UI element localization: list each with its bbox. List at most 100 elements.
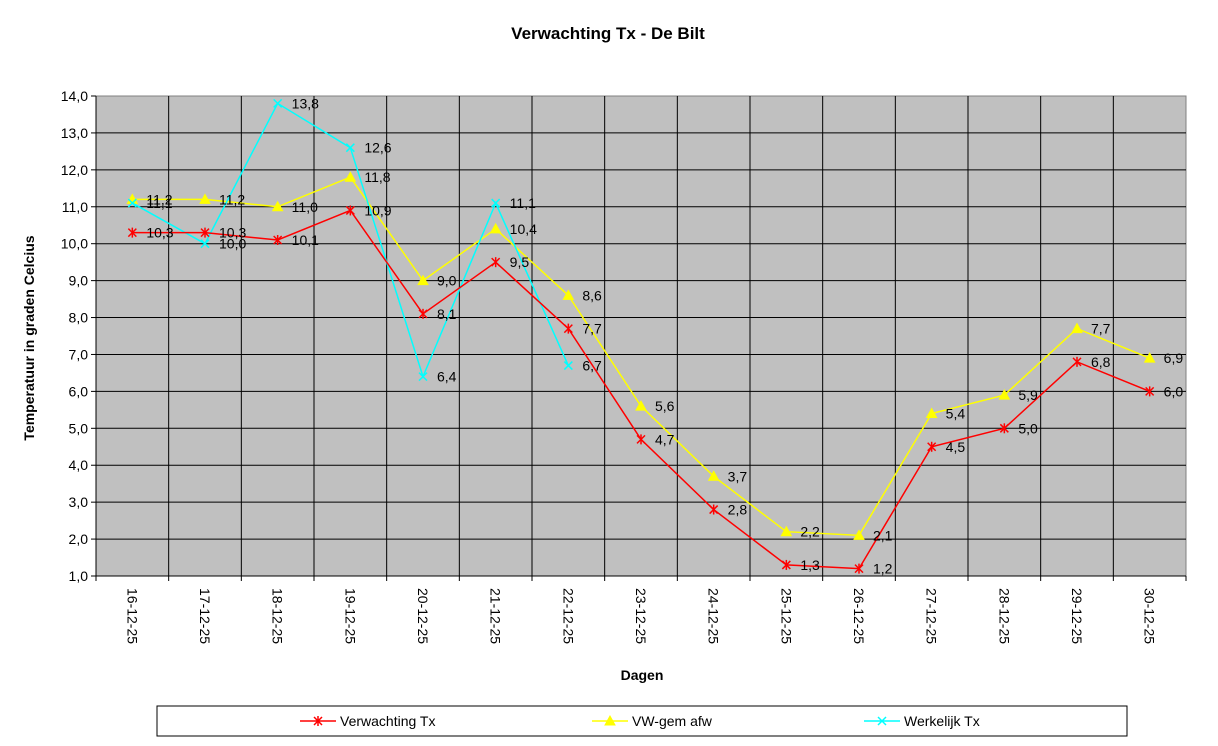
data-label: 10,3 [146,225,173,241]
y-tick-label: 2,0 [69,531,89,547]
legend-label: VW-gem afw [632,713,713,729]
gridlines [95,96,1186,577]
marker-stroke [877,716,887,726]
data-label: 8,1 [437,306,457,322]
x-tick-label: 27-12-25 [924,588,940,644]
x-tick-label: 20-12-25 [415,588,431,644]
legend: Verwachting Tx VW-gem afw Werkelijk Tx [300,713,980,729]
marker-stroke [563,361,573,371]
x-tick-label: 29-12-25 [1069,588,1085,644]
asterisk-marker [709,504,719,515]
legend-label: Werkelijk Tx [904,713,980,729]
y-tick-label: 1,0 [69,568,89,584]
triangle-marker [562,289,575,300]
asterisk-marker [418,308,428,319]
triangle-marker [417,274,429,286]
data-label: 11,1 [510,195,536,211]
data-label: 10,1 [292,232,319,248]
y-tick-label: 12,0 [61,162,88,178]
y-tick-label: 4,0 [69,457,89,473]
data-label: 10,4 [510,221,537,237]
x-tick-label: 22-12-25 [560,588,576,644]
data-label: 6,4 [437,369,457,385]
x-marker [127,198,137,208]
asterisk-marker [200,227,210,238]
x-tick-label: 18-12-25 [270,588,286,644]
triangle-marker [925,407,938,419]
asterisk-marker [781,559,791,570]
marker-stroke [127,198,137,208]
asterisk-marker [563,323,573,334]
chart-title: Verwachting Tx - De Bilt [511,24,705,43]
data-label: 6,9 [1164,350,1184,366]
data-label: 1,3 [800,557,820,573]
x-tick-label: 26-12-25 [851,588,867,644]
x-marker [877,716,887,726]
x-axis-title: Dagen [621,667,664,683]
data-label: 6,7 [582,358,602,374]
marker-stroke [418,372,428,382]
y-axis-ticks: 1,0 2,0 3,0 4,0 5,0 6,0 7,0 8,0 9,0 10,0 11,0 12,0 1… [61,88,96,584]
asterisk-marker [273,235,283,245]
data-label: 5,4 [946,406,966,422]
triangle-marker [604,714,616,726]
triangle-marker [853,529,865,540]
asterisk-marker [1145,386,1155,397]
triangle-marker [635,400,647,411]
asterisk-marker [491,257,501,268]
triangle-marker [199,193,211,204]
y-tick-label: 5,0 [69,420,89,436]
marker-stroke [345,143,355,153]
data-label: 8,6 [582,287,602,303]
triangle-marker [780,525,793,537]
x-tick-label: 17-12-25 [197,588,213,644]
asterisk-marker [345,205,355,216]
triangle-marker [707,470,720,481]
triangle-marker [344,171,357,182]
triangle-marker [1143,352,1156,363]
data-label: 9,5 [510,254,530,270]
y-tick-label: 6,0 [69,383,89,399]
data-label: 11,1 [146,195,172,211]
data-label: 5,0 [1018,420,1038,436]
y-axis-title: Temperatuur in graden Celcius [21,235,37,440]
legend-item-werkelijk-tx: Werkelijk Tx [864,713,980,729]
legend-item-verwachting-tx: Verwachting Tx [300,713,435,729]
x-tick-label: 19-12-25 [342,588,358,644]
x-tick-label: 28-12-25 [996,588,1012,644]
triangle-marker [998,389,1011,400]
data-label: 12,6 [364,140,391,156]
data-label: 5,6 [655,398,675,414]
y-tick-label: 3,0 [69,494,89,510]
legend-item-vw-gem-afw: VW-gem afw [592,713,713,729]
x-marker [418,372,428,382]
x-marker [491,198,501,208]
data-label: 9,0 [437,273,457,289]
asterisk-marker [127,227,137,238]
data-label: 13,8 [292,95,319,111]
triangle-marker [489,222,502,234]
data-label: 11,2 [146,191,172,207]
marker-stroke [273,98,283,108]
data-label: 5,9 [1018,387,1038,403]
x-axis-ticks: 16-12-25 17-12-25 18-12-25 19-12-25 20-12-25… [95,576,1187,644]
asterisk-marker [636,434,646,445]
y-tick-label: 10,0 [61,236,88,252]
marker-stroke [200,239,210,249]
series-layer [126,98,1156,574]
data-label: 10,3 [219,225,246,241]
asterisk-marker [999,423,1009,434]
y-tick-label: 14,0 [61,88,88,104]
data-label: 7,7 [1091,321,1111,337]
data-label: 1,2 [873,561,893,577]
data-label: 11,2 [219,191,245,207]
data-labels-layer: 10,3 10,3 10,1 10,9 8,1 9,5 7,7 4,7 2,8 1,3 1,2 4,5… [146,95,1183,576]
x-tick-label: 24-12-25 [706,588,722,644]
asterisk-marker [1072,356,1082,367]
data-label: 6,0 [1164,383,1184,399]
x-tick-label: 23-12-25 [633,588,649,644]
x-marker [345,143,355,153]
x-marker [563,361,573,371]
